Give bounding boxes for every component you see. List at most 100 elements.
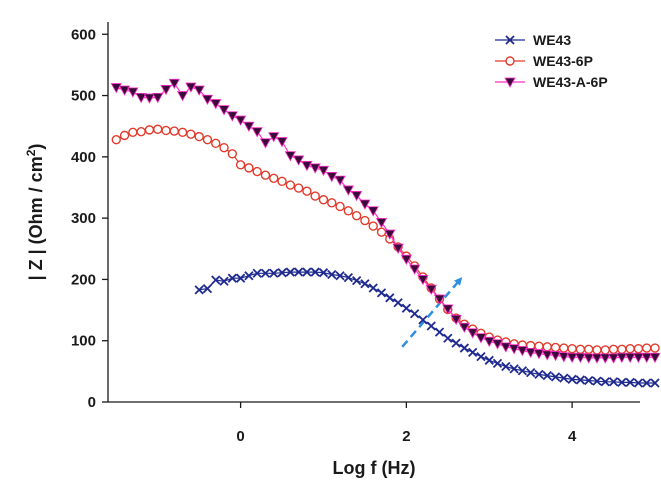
- data-point-we43-a-6p: [400, 254, 413, 266]
- data-point-we43: [517, 366, 528, 376]
- y-tick-label-0: 0: [88, 394, 96, 411]
- data-point-we43: [310, 267, 320, 277]
- data-point-we43: [509, 364, 519, 374]
- data-point-we43: [293, 267, 304, 277]
- data-point-we43: [211, 275, 221, 285]
- data-point-we43-6p: [575, 344, 586, 354]
- data-point-we43-6p: [642, 343, 652, 353]
- data-point-we43-a-6p: [491, 339, 504, 350]
- data-point-we43-a-6p: [284, 151, 297, 162]
- data-point-we43-a-6p: [508, 344, 520, 355]
- data-point-we43-a-6p: [483, 336, 495, 348]
- data-point-we43-a-6p: [599, 353, 611, 364]
- data-point-we43-6p: [119, 130, 130, 141]
- series-we43: [194, 267, 660, 388]
- data-series: [110, 78, 661, 388]
- data-point-we43-6p: [153, 124, 163, 134]
- data-point-we43-6p: [617, 344, 627, 354]
- data-point-we43-6p: [343, 206, 354, 216]
- data-point-we43: [484, 355, 494, 365]
- data-point-we43: [468, 347, 478, 357]
- data-point-we43: [592, 376, 602, 386]
- annotations: [401, 277, 463, 348]
- data-point-we43-6p: [177, 127, 188, 138]
- data-point-we43-6p: [318, 195, 329, 205]
- data-point-we43-6p: [169, 126, 180, 136]
- legend-marker-icon: [505, 35, 515, 45]
- data-point-we43-a-6p: [525, 347, 537, 359]
- data-point-we43: [368, 283, 378, 293]
- data-point-we43-6p: [368, 221, 378, 231]
- data-point-we43-a-6p: [433, 294, 446, 305]
- data-point-we43-a-6p: [350, 191, 363, 202]
- data-point-we43-a-6p: [558, 352, 570, 363]
- data-point-we43-a-6p: [417, 275, 429, 286]
- data-point-we43-a-6p: [110, 83, 122, 94]
- data-point-we43-6p: [235, 160, 246, 170]
- data-point-we43-a-6p: [533, 349, 545, 360]
- data-point-we43-a-6p: [624, 352, 636, 364]
- data-point-we43: [252, 268, 262, 278]
- data-point-we43-6p: [128, 127, 138, 138]
- data-point-we43-6p: [293, 183, 304, 193]
- data-point-we43: [575, 375, 586, 385]
- data-point-we43-6p: [219, 142, 229, 153]
- data-point-we43-6p: [534, 341, 544, 351]
- data-point-we43-a-6p: [466, 328, 479, 339]
- data-point-we43-a-6p: [160, 85, 172, 96]
- data-point-we43: [642, 378, 652, 388]
- data-point-we43: [476, 352, 486, 362]
- data-point-we43-6p: [625, 343, 635, 354]
- data-point-we43-a-6p: [176, 91, 189, 102]
- data-point-we43: [459, 343, 470, 353]
- data-point-we43: [335, 271, 345, 281]
- data-point-we43-a-6p: [450, 314, 462, 326]
- data-point-we43-6p: [633, 343, 644, 354]
- data-point-we43-a-6p: [226, 111, 238, 122]
- data-point-we43-a-6p: [616, 352, 628, 364]
- y-tick-label-200: 200: [71, 271, 96, 288]
- data-point-we43-6p: [567, 343, 577, 354]
- data-point-we43: [227, 273, 237, 283]
- data-point-we43-a-6p: [218, 105, 230, 116]
- data-point-we43-6p: [650, 343, 660, 353]
- data-point-we43: [600, 377, 610, 387]
- legend: WE43 WE43-6P WE43-A-6P: [495, 32, 608, 90]
- data-point-we43-6p: [335, 201, 345, 212]
- data-point-we43-a-6p: [118, 85, 131, 96]
- data-point-we43: [393, 298, 403, 308]
- legend-label: WE43-6P: [533, 53, 593, 69]
- data-point-we43-a-6p: [292, 155, 305, 166]
- data-point-we43-6p: [542, 342, 552, 352]
- data-point-we43: [302, 267, 312, 277]
- data-point-we43: [451, 338, 461, 348]
- data-point-we43-a-6p: [632, 352, 645, 364]
- data-point-we43-a-6p: [127, 87, 139, 98]
- data-point-we43: [385, 293, 395, 303]
- data-point-we43: [360, 279, 370, 289]
- data-point-we43-a-6p: [458, 322, 471, 334]
- data-point-we43: [269, 268, 279, 278]
- data-point-we43: [401, 303, 412, 313]
- data-point-we43: [219, 276, 229, 286]
- data-point-we43: [376, 288, 387, 298]
- data-point-we43-6p: [227, 149, 238, 159]
- data-point-we43-6p: [252, 166, 262, 177]
- data-point-we43-a-6p: [641, 352, 653, 364]
- data-point-we43: [584, 375, 594, 386]
- data-point-we43-6p: [327, 198, 337, 208]
- data-point-we43-a-6p: [359, 199, 371, 210]
- data-point-we43-a-6p: [607, 353, 620, 364]
- data-point-we43-6p: [376, 227, 387, 237]
- y-tick-label-400: 400: [71, 149, 96, 166]
- data-point-we43-a-6p: [201, 94, 214, 106]
- data-point-we43-a-6p: [309, 163, 321, 174]
- data-point-we43: [277, 268, 287, 278]
- data-point-we43-6p: [592, 345, 602, 355]
- data-point-we43-a-6p: [516, 346, 529, 357]
- data-point-we43-a-6p: [591, 353, 603, 364]
- legend-marker-icon: [504, 77, 516, 88]
- data-point-we43-6p: [285, 180, 296, 190]
- data-point-we43-a-6p: [168, 78, 180, 90]
